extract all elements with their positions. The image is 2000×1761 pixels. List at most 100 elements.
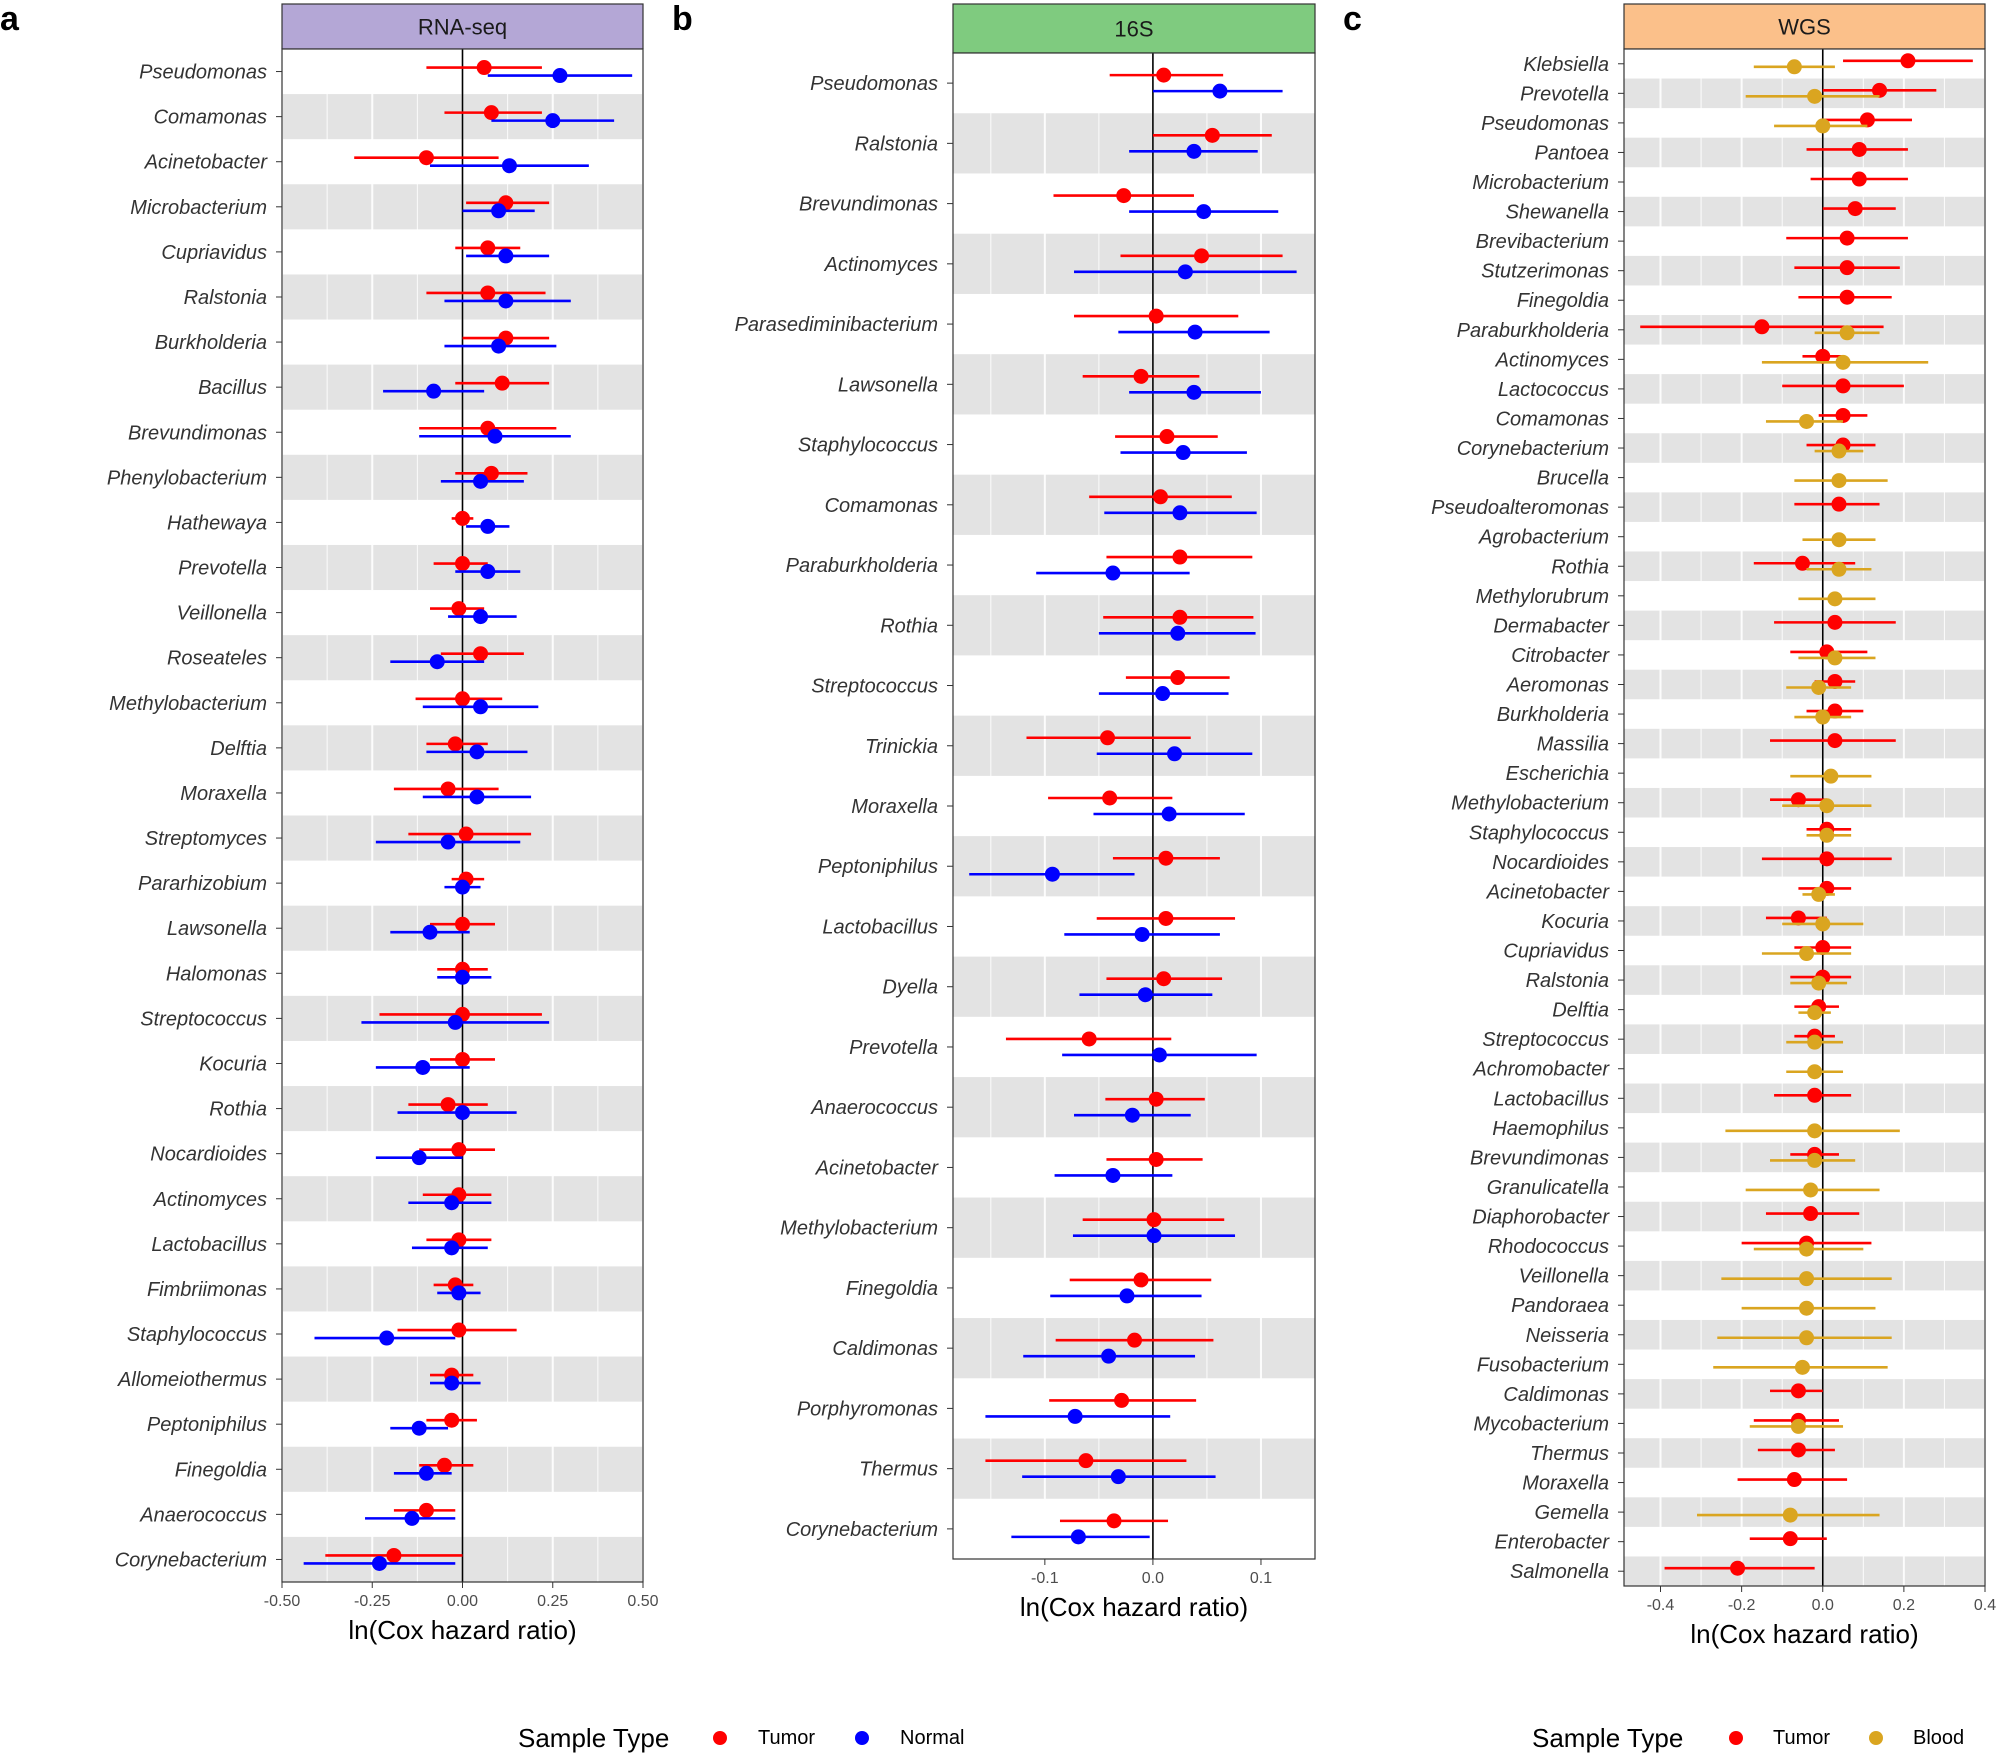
category-label: Brevibacterium [1476, 231, 1609, 253]
point-blood-delftia [1807, 1005, 1823, 1021]
legend-title: Sample Type [518, 1723, 669, 1753]
category-label: Aeromonas [1506, 674, 1609, 696]
category-label: Caldimonas [1503, 1384, 1609, 1406]
category-label: Gemella [1535, 1502, 1609, 1524]
row-band [1624, 255, 1985, 286]
category-label: Acinetobacter [144, 152, 269, 174]
category-label: Prevotella [849, 1037, 938, 1059]
point-normal-corynebacterium [1070, 1529, 1086, 1545]
point-blood-paraburkholderia [1839, 325, 1855, 341]
point-tumor-pseudomonas [1156, 67, 1172, 83]
category-label: Veillonella [1519, 1266, 1609, 1288]
row-band [1624, 1497, 1985, 1527]
point-normal-nocardioides [411, 1150, 427, 1166]
point-tumor-kocuria [1790, 910, 1806, 926]
category-label: Lawsonella [838, 374, 938, 396]
category-label: Kocuria [199, 1053, 267, 1075]
point-normal-burkholderia [491, 338, 507, 354]
row-band [953, 715, 1315, 776]
point-normal-rothia [1170, 625, 1186, 641]
point-tumor-klebsiella [1900, 53, 1916, 69]
category-label: Cupriavidus [161, 242, 267, 264]
point-tumor-stutzerimonas [1839, 260, 1855, 276]
point-tumor-dyella [1156, 971, 1172, 987]
point-tumor-pseudomonas [476, 60, 492, 76]
category-label: Comamonas [825, 495, 938, 517]
category-label: Moraxella [1522, 1473, 1609, 1495]
strip-background [281, 3, 644, 50]
x-tick-label: 0.00 [447, 1593, 478, 1610]
point-tumor-hathewaya [455, 510, 470, 526]
category-label: Ralstonia [1526, 970, 1609, 992]
strip-background [952, 3, 1316, 54]
point-normal-bacillus [426, 383, 442, 399]
category-label: Finegoldia [175, 1459, 267, 1481]
legend-swatch-blood [1869, 1731, 1883, 1745]
category-label: Rothia [880, 615, 938, 637]
category-label: Lawsonella [167, 918, 267, 940]
point-tumor-methylobacterium [1146, 1212, 1162, 1228]
point-tumor-finegoldia [436, 1457, 452, 1473]
point-tumor-kocuria [455, 1051, 470, 1067]
legend-swatch-tumor [713, 1731, 727, 1745]
legend-label-tumor: Tumor [758, 1727, 815, 1749]
point-tumor-methylobacterium [455, 691, 470, 707]
point-tumor-acinetobacter [418, 150, 434, 166]
point-tumor-nocardioides [451, 1142, 467, 1158]
x-axis-title: ln(Cox hazard ratio) [1690, 1619, 1918, 1649]
point-normal-fimbriimonas [451, 1285, 467, 1301]
category-label: Veillonella [177, 603, 267, 625]
row-band [1624, 728, 1985, 759]
point-tumor-lactococcus [1835, 378, 1851, 394]
category-label: Finegoldia [1517, 290, 1609, 312]
category-label: Moraxella [180, 783, 267, 805]
point-tumor-brevundimonas [1116, 188, 1132, 204]
category-label: Burkholderia [155, 332, 267, 354]
point-normal-streptococcus [447, 1014, 463, 1030]
row-band [1624, 78, 1985, 109]
category-label: Corynebacterium [1457, 438, 1609, 460]
category-label: Hathewaya [167, 512, 267, 534]
point-tumor-massilia [1827, 733, 1843, 749]
x-tick-label: 0.50 [627, 1593, 658, 1610]
row-band [1624, 965, 1985, 995]
category-label: Actinomyces [153, 1189, 267, 1211]
point-normal-actinomyces [1177, 264, 1193, 280]
point-tumor-lawsonella [455, 916, 470, 932]
point-normal-comamonas [545, 113, 561, 129]
point-blood-staphylococcus [1819, 827, 1835, 843]
point-tumor-porphyromonas [1114, 1392, 1130, 1408]
row-band [953, 1318, 1315, 1379]
strip-background [1623, 3, 1986, 50]
category-label: Moraxella [851, 796, 938, 818]
category-label: Lactobacillus [151, 1234, 267, 1256]
category-label: Shewanella [1506, 202, 1609, 224]
category-label: Stutzerimonas [1481, 261, 1609, 283]
row-band [953, 233, 1315, 294]
point-tumor-actinomyces [1815, 348, 1831, 364]
point-tumor-rothia [1172, 609, 1188, 625]
row-band [953, 1197, 1315, 1258]
point-normal-veillonella [473, 609, 489, 625]
strip-title: RNA-seq [418, 15, 507, 40]
category-label: Staphylococcus [127, 1324, 267, 1346]
point-normal-rothia [455, 1105, 470, 1121]
category-label: Bacillus [198, 377, 267, 399]
category-label: Thermus [859, 1459, 938, 1481]
point-tumor-ralstonia [480, 285, 496, 301]
category-label: Mycobacterium [1473, 1413, 1609, 1435]
category-label: Anaerococcus [139, 1504, 267, 1526]
category-label: Acinetobacter [815, 1157, 940, 1179]
point-tumor-prevotella [1872, 82, 1888, 98]
point-normal-pararhizobium [455, 879, 470, 895]
category-label: Pararhizobium [138, 873, 267, 895]
point-normal-staphylococcus [1175, 445, 1191, 461]
legend-rna-16s: Sample Type Tumor Normal [518, 1723, 964, 1753]
category-label: Methylorubrum [1476, 586, 1609, 608]
category-label: Comamonas [154, 107, 267, 129]
point-tumor-comamonas [483, 105, 499, 121]
point-normal-cupriavidus [498, 248, 514, 264]
point-tumor-thermus [1078, 1453, 1094, 1469]
point-normal-lactobacillus [444, 1240, 460, 1256]
category-label: Streptococcus [1482, 1029, 1609, 1051]
